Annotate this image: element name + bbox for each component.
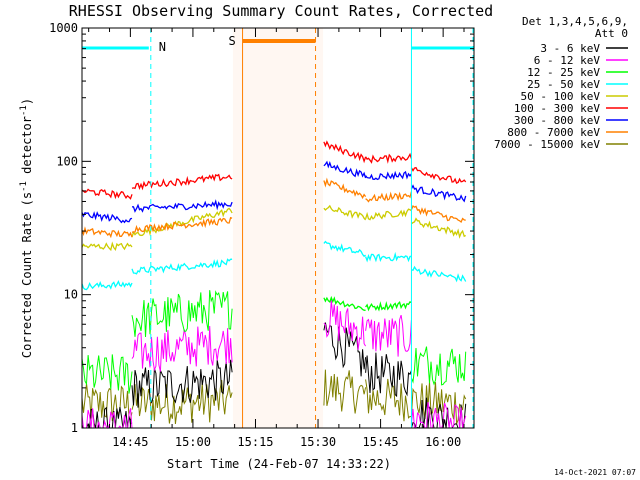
legend-entry-label: 50 - 100 keV [521,90,601,103]
plot-frame [81,27,475,429]
series-line-9-segment-1 [81,383,133,422]
y-axis-label-end: ) [20,98,34,105]
y-tick-label: 1000 [49,21,78,35]
y-axis-label-sup1: -1 [19,181,29,192]
series-line-4-segment-3 [323,240,366,258]
series-line-4-segment-2 [131,258,233,275]
legend-entry-label: 25 - 50 keV [527,78,600,91]
series-line-4-segment-5 [411,265,467,283]
y-axis-label-main: Corrected Count Rate (s [20,192,34,358]
series-line-4-segment-4 [364,251,412,263]
series-line-1-segment-2 [131,359,233,408]
y-tick-label: 1 [71,421,78,435]
series-line-8-segment-2 [131,216,233,233]
series-line-7-segment-2 [131,199,233,213]
series-line-8-segment-5 [410,204,466,224]
x-tick-label: 16:00 [425,435,461,449]
legend-entry-label: 12 - 25 keV [527,66,600,79]
series-line-5-segment-4 [364,208,412,221]
series-line-7-segment-5 [410,184,467,203]
series-line-2-segment-4 [365,314,412,357]
night-label: N [159,40,166,54]
series-line-2-segment-5 [410,402,467,429]
legend-entry-label: 7000 - 15000 keV [494,138,600,151]
chart-title: RHESSI Observing Summary Count Rates, Co… [69,2,493,20]
legend-entry-label: 800 - 7000 keV [507,126,600,139]
legend-entry-label: 3 - 6 keV [540,42,600,55]
series-line-9-segment-3 [323,369,367,414]
series-line-4-segment-1 [81,280,133,291]
y-axis-label-mid: detector [20,116,34,181]
plot-background [232,28,324,428]
legend-entry-label: 100 - 300 keV [514,102,600,115]
series-line-8-segment-1 [81,226,133,239]
series-line-8-segment-3 [323,177,367,200]
series-line-6-segment-1 [81,188,133,200]
series-line-5-segment-5 [411,217,466,239]
legend-header-attenuator: Att 0 [595,27,628,40]
x-axis-label: Start Time (24-Feb-07 14:33:22) [167,457,391,471]
series-line-1-segment-4 [365,352,412,398]
series-line-3-segment-1 [81,354,133,394]
series-line-7-segment-1 [81,211,133,224]
series-line-7-segment-4 [365,170,412,181]
series-layer [81,140,467,429]
y-tick-label: 100 [56,154,78,168]
x-tick-label: 14:45 [112,435,148,449]
series-line-2-segment-2 [131,325,233,372]
series-line-7-segment-3 [323,160,367,179]
y-tick-label: 10 [64,288,78,302]
series-line-6-segment-3 [323,140,367,164]
series-line-2-segment-3 [323,299,367,351]
x-tick-label: 15:30 [300,435,336,449]
data-gap-shade [232,28,324,428]
legend-header-detectors: Det 1,3,4,5,6,9, [522,15,628,28]
series-line-5-segment-3 [323,204,367,221]
x-tick-label: 15:15 [237,435,273,449]
x-tick-label: 15:45 [363,435,399,449]
series-line-9-segment-4 [365,378,412,422]
series-line-1-segment-3 [323,322,367,377]
generation-timestamp: 14-Oct-2021 07:07 [554,468,636,477]
series-line-1-segment-5 [410,397,467,429]
series-line-6-segment-2 [131,173,233,191]
y-axis-label: Corrected Count Rate (s-1 detector-1) [19,98,34,358]
series-line-5-segment-1 [81,241,133,252]
axes: 14:45 15:00 15:15 15:30 15:45 16:00 1 10 100 1000 [49,21,474,449]
legend-entry-label: 6 - 12 keV [534,54,601,67]
x-tick-label: 15:00 [175,435,211,449]
series-line-3-segment-2 [131,290,233,338]
series-line-6-segment-4 [365,152,413,164]
series-line-9-segment-2 [131,379,233,425]
series-line-6-segment-5 [410,166,467,184]
series-line-8-segment-4 [365,191,413,203]
series-line-2-segment-1 [81,408,133,429]
series-line-3-segment-5 [410,346,467,386]
series-line-3-segment-4 [365,300,412,312]
y-axis-label-sup2: -1 [19,105,29,116]
legend-entry-label: 300 - 800 keV [514,114,600,127]
saa-label: S [229,34,236,48]
series-line-3-segment-3 [323,295,366,312]
